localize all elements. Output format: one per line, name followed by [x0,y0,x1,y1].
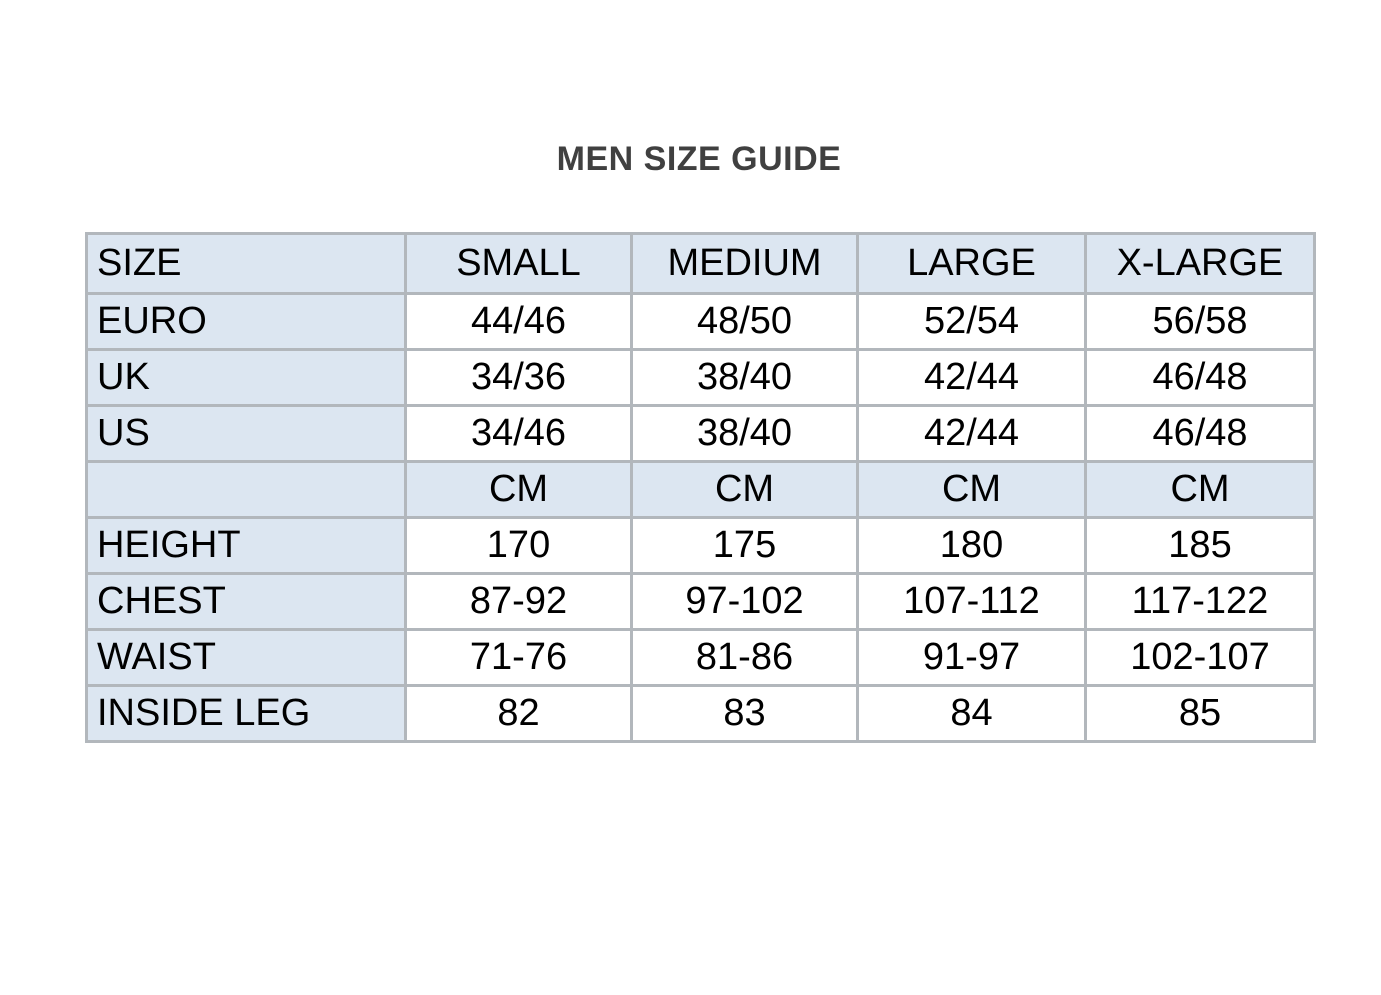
table-cell: 117-122 [1084,572,1316,631]
table-row: CHEST 87-92 97-102 107-112 117-122 [85,572,1316,631]
row-label: HEIGHT [85,516,407,575]
table-cell: 56/58 [1084,292,1316,351]
table-cell: 97-102 [630,572,859,631]
column-header: SMALL [404,232,633,295]
row-label: EURO [85,292,407,351]
table-row: INSIDE LEG 82 83 84 85 [85,684,1316,743]
table-cell: 84 [856,684,1087,743]
table-cell: 102-107 [1084,628,1316,687]
table-cell: 34/46 [404,404,633,463]
table-cell: 44/46 [404,292,633,351]
table-row: CM CM CM CM [85,460,1316,519]
column-header: X-LARGE [1084,232,1316,295]
table-cell: 107-112 [856,572,1087,631]
row-label: CHEST [85,572,407,631]
table-cell: 175 [630,516,859,575]
table-cell: 85 [1084,684,1316,743]
table-row: US 34/46 38/40 42/44 46/48 [85,404,1316,463]
table-cell: 185 [1084,516,1316,575]
row-label [85,460,407,519]
table-row: EURO 44/46 48/50 52/54 56/58 [85,292,1316,351]
row-label: INSIDE LEG [85,684,407,743]
header-row: SIZE SMALL MEDIUM LARGE X-LARGE [85,232,1316,295]
table-cell: 87-92 [404,572,633,631]
table-cell: 52/54 [856,292,1087,351]
table-cell: 42/44 [856,348,1087,407]
table-cell: 71-76 [404,628,633,687]
table-cell: CM [404,460,633,519]
table-row: HEIGHT 170 175 180 185 [85,516,1316,575]
row-label: US [85,404,407,463]
table-cell: 46/48 [1084,348,1316,407]
table-cell: CM [856,460,1087,519]
table-cell: 83 [630,684,859,743]
table-row: UK 34/36 38/40 42/44 46/48 [85,348,1316,407]
table-cell: 81-86 [630,628,859,687]
table-cell: 42/44 [856,404,1087,463]
table-cell: 38/40 [630,348,859,407]
table-cell: 170 [404,516,633,575]
table-cell: 48/50 [630,292,859,351]
table-cell: 82 [404,684,633,743]
table-cell: 91-97 [856,628,1087,687]
column-header-size: SIZE [85,232,407,295]
page-title: MEN SIZE GUIDE [556,140,842,178]
table-body: EURO 44/46 48/50 52/54 56/58 UK 34/36 38/40 42/4… [85,292,1316,743]
table-cell: 180 [856,516,1087,575]
table-cell: CM [1084,460,1316,519]
table-cell: 46/48 [1084,404,1316,463]
size-guide-table: SIZE SMALL MEDIUM LARGE X-LARGE EURO 44/46 48/… [85,232,1316,743]
table-row: WAIST 71-76 81-86 91-97 102-107 [85,628,1316,687]
column-header: MEDIUM [630,232,859,295]
table-cell: 38/40 [630,404,859,463]
column-header: LARGE [856,232,1087,295]
table-cell: CM [630,460,859,519]
row-label: WAIST [85,628,407,687]
row-label: UK [85,348,407,407]
table-cell: 34/36 [404,348,633,407]
